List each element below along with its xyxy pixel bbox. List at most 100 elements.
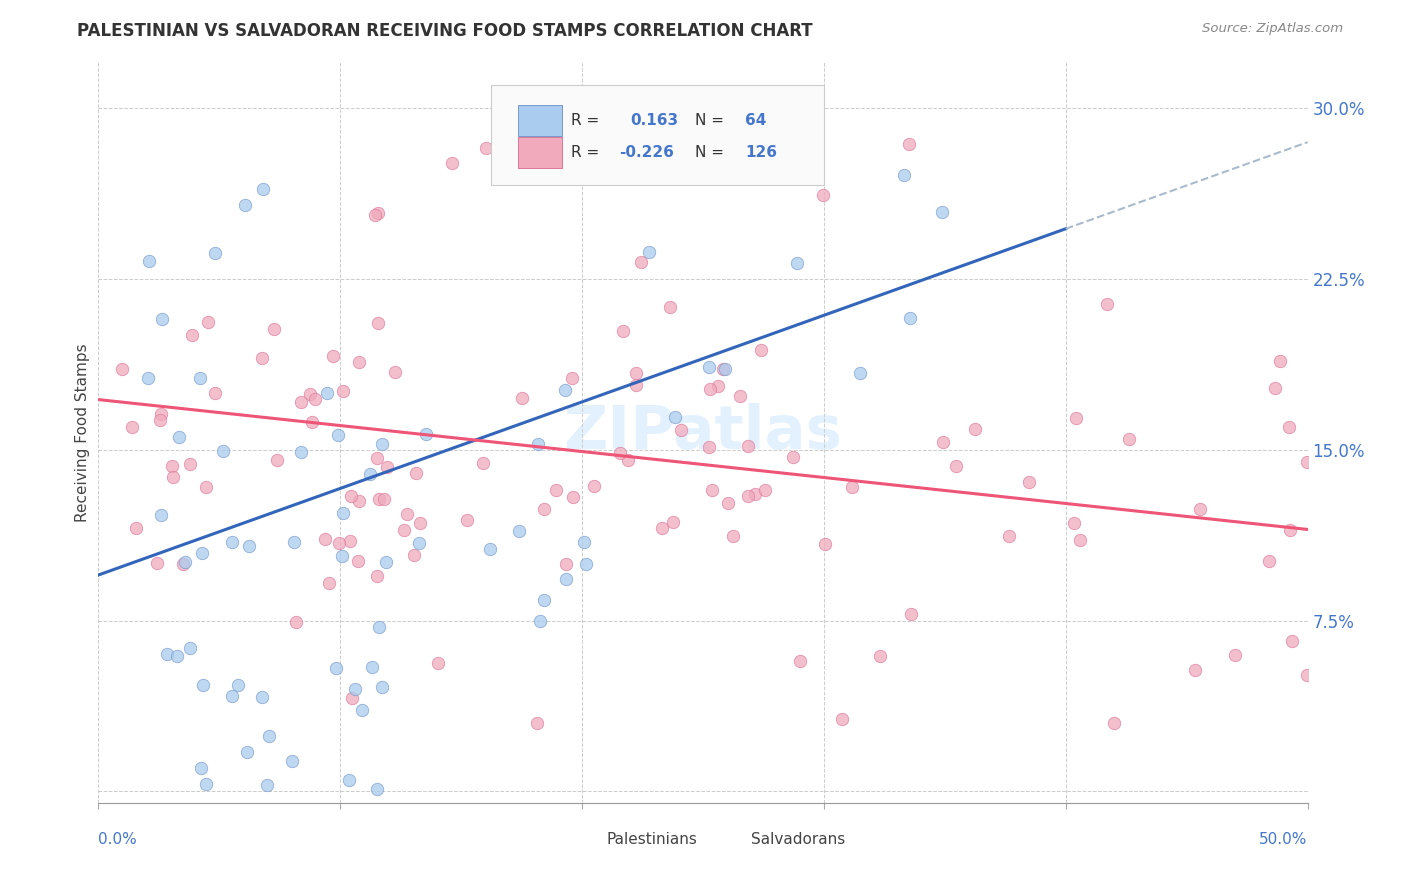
Point — [697, 440, 720, 454]
Point — [1095, 297, 1118, 311]
Point — [544, 483, 567, 497]
Point — [285, 615, 308, 629]
Point — [744, 487, 766, 501]
Point — [754, 483, 776, 497]
Point — [526, 436, 548, 450]
Point — [339, 489, 361, 503]
Point — [149, 407, 172, 421]
Point — [156, 647, 179, 661]
Point — [347, 355, 370, 369]
FancyBboxPatch shape — [492, 85, 824, 185]
Point — [190, 761, 212, 775]
Point — [963, 422, 986, 436]
Point — [221, 534, 243, 549]
Point — [326, 427, 349, 442]
Point — [257, 729, 280, 743]
Point — [384, 365, 406, 379]
Point — [298, 387, 321, 401]
Point — [721, 529, 744, 543]
Text: 50.0%: 50.0% — [1260, 832, 1308, 847]
FancyBboxPatch shape — [517, 137, 561, 169]
Point — [283, 535, 305, 549]
FancyBboxPatch shape — [561, 835, 600, 860]
Text: R =: R = — [571, 145, 599, 161]
Point — [226, 678, 249, 692]
Point — [475, 141, 498, 155]
Point — [630, 255, 652, 269]
Text: N =: N = — [695, 112, 724, 128]
Point — [409, 516, 432, 530]
Text: Salvadorans: Salvadorans — [751, 832, 845, 847]
Point — [998, 529, 1021, 543]
Point — [1264, 381, 1286, 395]
Point — [811, 188, 834, 202]
Point — [111, 361, 134, 376]
Point — [637, 244, 659, 259]
Point — [932, 435, 955, 450]
Text: N =: N = — [695, 145, 724, 161]
Point — [238, 539, 260, 553]
Point — [1018, 475, 1040, 489]
Point — [472, 456, 495, 470]
Point — [749, 343, 772, 357]
Point — [624, 378, 647, 392]
Point — [697, 359, 720, 374]
Point — [256, 778, 278, 792]
Point — [616, 453, 638, 467]
Text: Source: ZipAtlas.com: Source: ZipAtlas.com — [1202, 22, 1343, 36]
Point — [394, 523, 416, 537]
Point — [402, 548, 425, 562]
Point — [138, 253, 160, 268]
Point — [367, 206, 389, 220]
Y-axis label: Receiving Food Stamps: Receiving Food Stamps — [75, 343, 90, 522]
Point — [849, 366, 872, 380]
Point — [554, 572, 576, 586]
Point — [375, 555, 398, 569]
Point — [359, 467, 381, 481]
Point — [167, 430, 190, 444]
Point — [328, 536, 350, 550]
Point — [893, 169, 915, 183]
Point — [339, 534, 361, 549]
Point — [1188, 502, 1211, 516]
Point — [233, 197, 256, 211]
Point — [332, 506, 354, 520]
Point — [572, 535, 595, 549]
Point — [831, 713, 853, 727]
Point — [456, 513, 478, 527]
Point — [193, 678, 215, 692]
Point — [221, 690, 243, 704]
Point — [782, 450, 804, 464]
Point — [179, 640, 201, 655]
Point — [149, 413, 172, 427]
Point — [561, 370, 583, 384]
Point — [179, 457, 201, 471]
Point — [669, 423, 692, 437]
Point — [737, 489, 759, 503]
Point — [367, 620, 389, 634]
Point — [554, 384, 576, 398]
Point — [160, 459, 183, 474]
Point — [898, 310, 921, 325]
Point — [479, 542, 502, 557]
Text: 64: 64 — [745, 112, 766, 128]
Point — [162, 470, 184, 484]
Point — [714, 361, 737, 376]
Point — [396, 508, 419, 522]
Point — [651, 521, 673, 535]
Point — [121, 420, 143, 434]
Point — [814, 537, 837, 551]
Point — [375, 460, 398, 475]
Point — [1295, 667, 1317, 681]
Point — [405, 467, 427, 481]
Point — [554, 557, 576, 571]
Point — [575, 558, 598, 572]
Point — [897, 137, 920, 152]
Point — [337, 772, 360, 787]
Point — [1118, 432, 1140, 446]
Point — [197, 315, 219, 329]
Point — [624, 366, 647, 380]
Point — [408, 536, 430, 550]
Point — [1102, 716, 1125, 731]
Point — [304, 392, 326, 406]
